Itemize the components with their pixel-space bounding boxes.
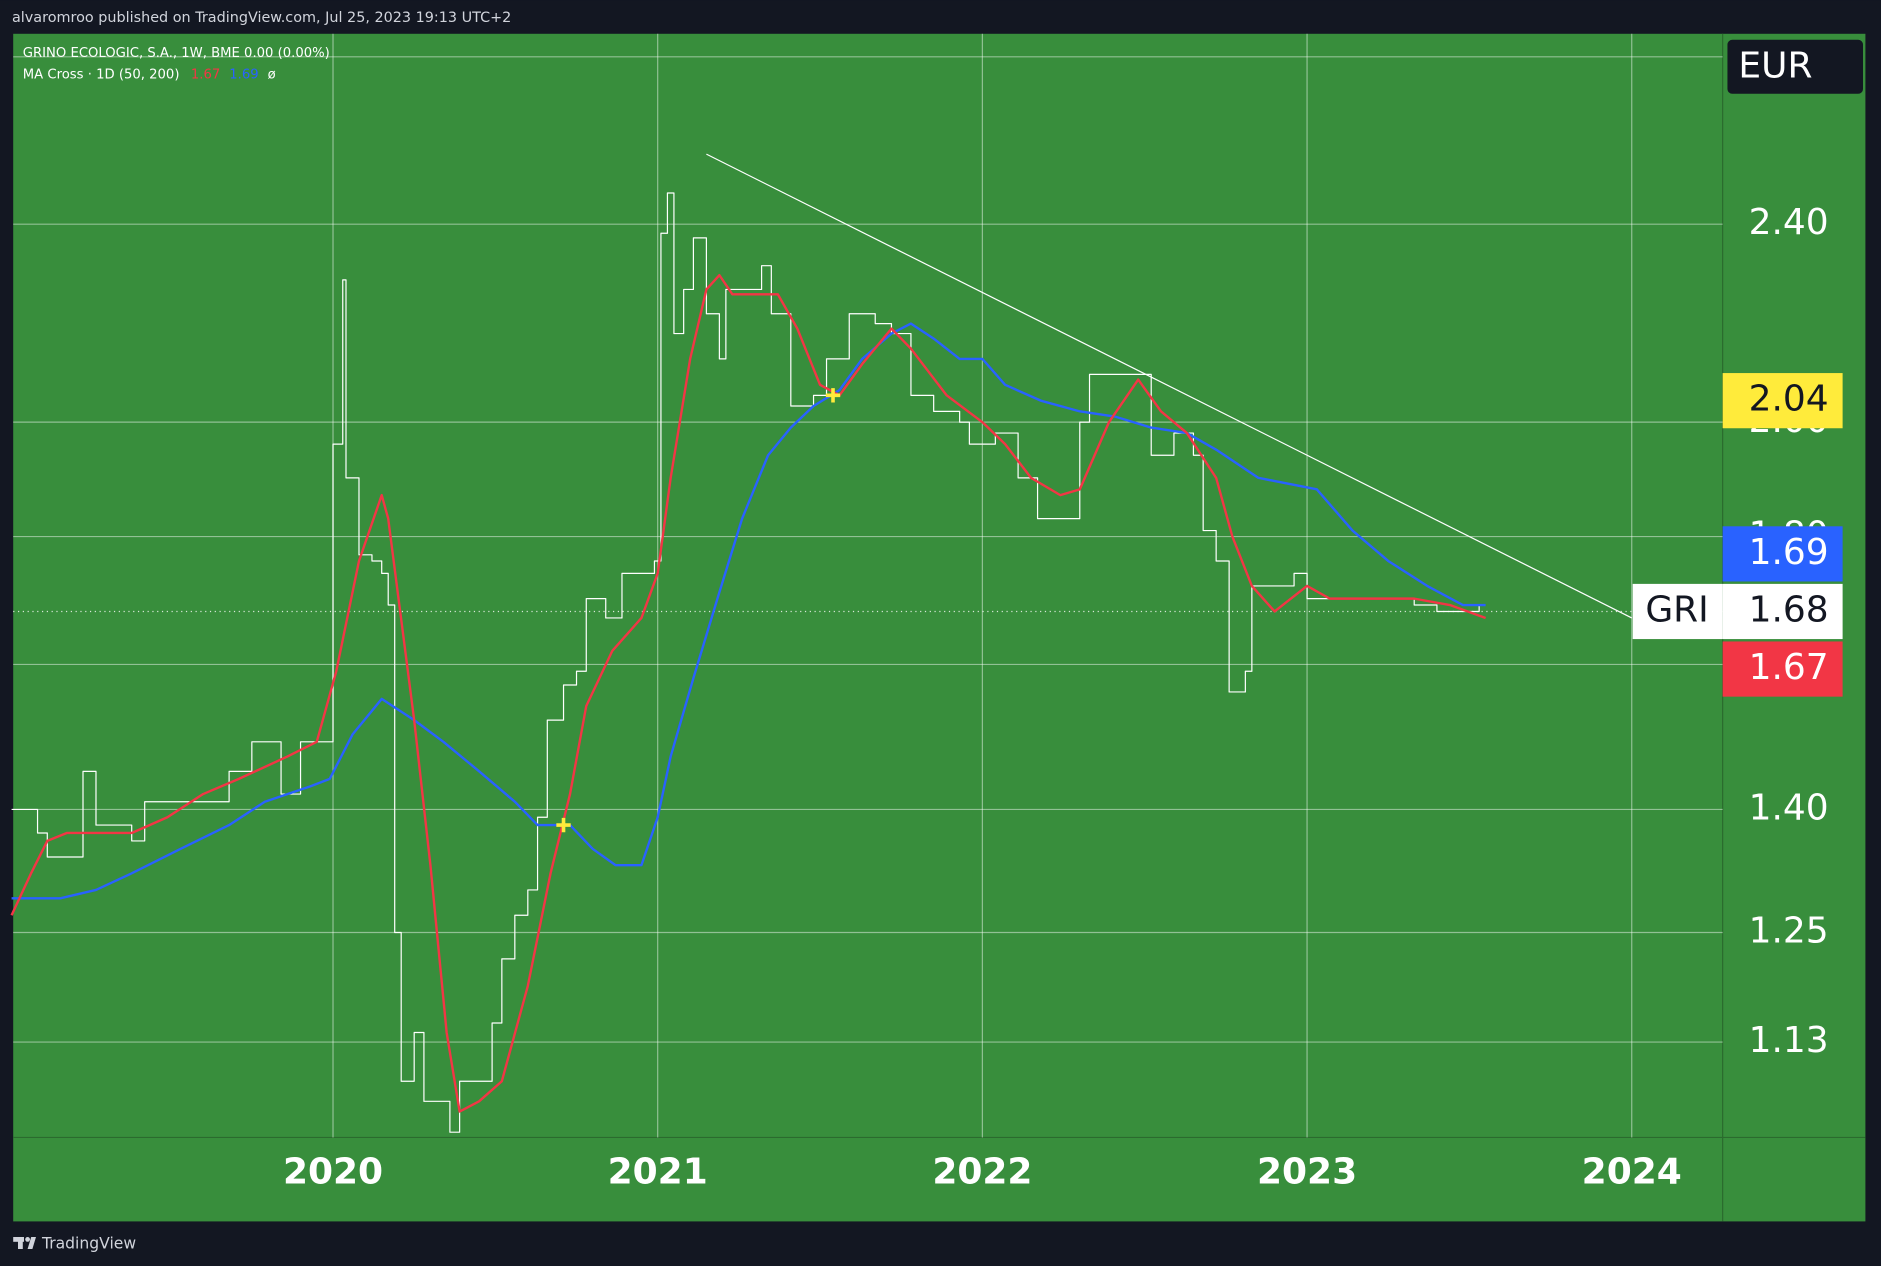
line-series [706, 153, 1633, 619]
currency-box [1727, 39, 1864, 94]
publisher: alvaromroo published on TradingView.com,… [12, 10, 511, 26]
price-label-box [1722, 526, 1843, 582]
indicator-symbol: ø [268, 68, 276, 83]
footer-brand: TradingView [41, 1235, 136, 1253]
line-series [11, 322, 1486, 900]
currency: EUR [1738, 45, 1812, 86]
price-label-box [1722, 583, 1843, 640]
price-line-series [11, 192, 1480, 1133]
labels: 2.802.402.001.801.601.401.251.1320202021… [283, 35, 1843, 1192]
x-tick-label: 2022 [932, 1151, 1032, 1192]
symbol-label: GRI [1645, 589, 1708, 630]
y-tick-label: 1.25 [1749, 910, 1829, 951]
logo [13, 1237, 36, 1250]
price-label: 1.69 [1749, 532, 1829, 573]
indicator-name: MA Cross · 1D (50, 200) [23, 68, 180, 83]
x-tick-label: 2020 [283, 1151, 383, 1192]
logo-part [17, 1237, 23, 1250]
price-label-box [1722, 373, 1843, 429]
price-label-box [1722, 641, 1843, 697]
y-tick-label: 2.40 [1749, 202, 1829, 243]
price-label: 1.67 [1749, 647, 1829, 688]
plot-area [13, 33, 1866, 1222]
logo-part [27, 1237, 36, 1250]
price-label: 2.04 [1749, 379, 1829, 420]
x-tick-label: 2021 [608, 1151, 708, 1192]
cross-marker [556, 817, 571, 833]
line-series [10, 273, 1487, 1113]
indicator-value: 1.69 [229, 68, 258, 83]
y-tick-label: 1.13 [1749, 1020, 1829, 1061]
x-tick-label: 2023 [1257, 1151, 1357, 1192]
x-tick-label: 2024 [1582, 1151, 1682, 1192]
marks [10, 153, 1633, 1133]
y-tick-label: 1.40 [1749, 787, 1829, 828]
price-label: 1.68 [1749, 589, 1829, 630]
logo-part [25, 1237, 30, 1242]
cross-marker [825, 388, 841, 403]
legend-title: GRINO ECOLOGIC, S.A., 1W, BME 0.00 (0.00… [23, 46, 330, 61]
symbol-box [1632, 583, 1723, 640]
legend-indicator: MA Cross · 1D (50, 200) 1.67 1.69 ø [23, 68, 276, 83]
indicator-value: 1.67 [191, 68, 220, 83]
